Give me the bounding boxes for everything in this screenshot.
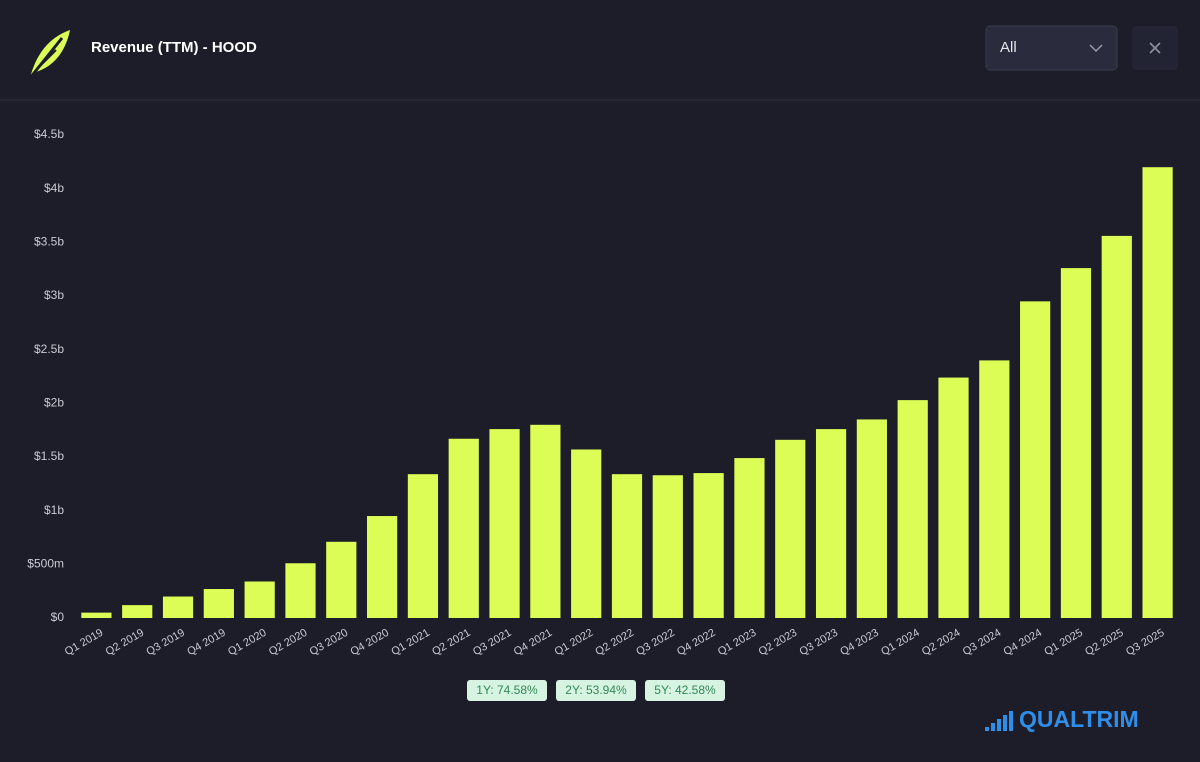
badge-background [556, 680, 636, 701]
growth-badge: 5Y: 42.58% [645, 680, 725, 701]
y-tick-label: $1b [44, 503, 64, 517]
growth-badge: 1Y: 74.58% [467, 680, 547, 701]
growth-badge: 2Y: 53.94% [556, 680, 636, 701]
bar [244, 581, 275, 618]
bar [979, 360, 1010, 618]
bar [571, 449, 602, 618]
brand-name: QUALTRIM [1019, 706, 1139, 732]
logo [28, 30, 70, 79]
badge-text: 2Y: 53.94% [565, 683, 627, 697]
y-tick-label: $0 [51, 610, 65, 624]
y-tick-label: $4b [44, 181, 64, 195]
bar [122, 605, 153, 618]
bar [693, 473, 724, 618]
bar [1020, 301, 1051, 618]
bar [407, 474, 439, 618]
badge-text: 5Y: 42.58% [654, 683, 716, 697]
bar [1142, 167, 1173, 618]
badge-text: 1Y: 74.58% [476, 683, 538, 697]
bar [326, 541, 357, 618]
y-tick-label: $4.5b [34, 127, 64, 141]
y-tick-label: $2.5b [34, 342, 64, 356]
page-title: Revenue (TTM) - HOOD [91, 39, 257, 56]
badge-background [467, 680, 547, 701]
bar [203, 589, 234, 618]
bar [530, 424, 561, 618]
bar [652, 475, 683, 618]
y-tick-label: $500m [27, 557, 64, 571]
bar [81, 612, 112, 618]
bar [815, 429, 847, 618]
bar [897, 400, 928, 618]
bar [448, 438, 479, 618]
bar [285, 563, 316, 618]
filter-value: All [1000, 39, 1017, 56]
bar [734, 458, 765, 618]
bar [1060, 268, 1092, 618]
bar [367, 516, 398, 618]
y-tick-label: $3.5b [34, 235, 64, 249]
bar [611, 474, 643, 618]
y-tick-label: $2b [44, 396, 64, 410]
bar [856, 419, 887, 618]
close-button[interactable] [1132, 26, 1178, 70]
bar [938, 377, 969, 618]
brand: QUALTRIM [985, 706, 1139, 732]
bar [162, 596, 194, 618]
bar [1101, 235, 1132, 619]
badge-background [645, 680, 725, 701]
bar [775, 439, 806, 618]
bar [489, 429, 520, 618]
y-tick-label: $1.5b [34, 449, 64, 463]
filter-dropdown[interactable]: All [985, 25, 1118, 71]
y-tick-label: $3b [44, 288, 64, 302]
